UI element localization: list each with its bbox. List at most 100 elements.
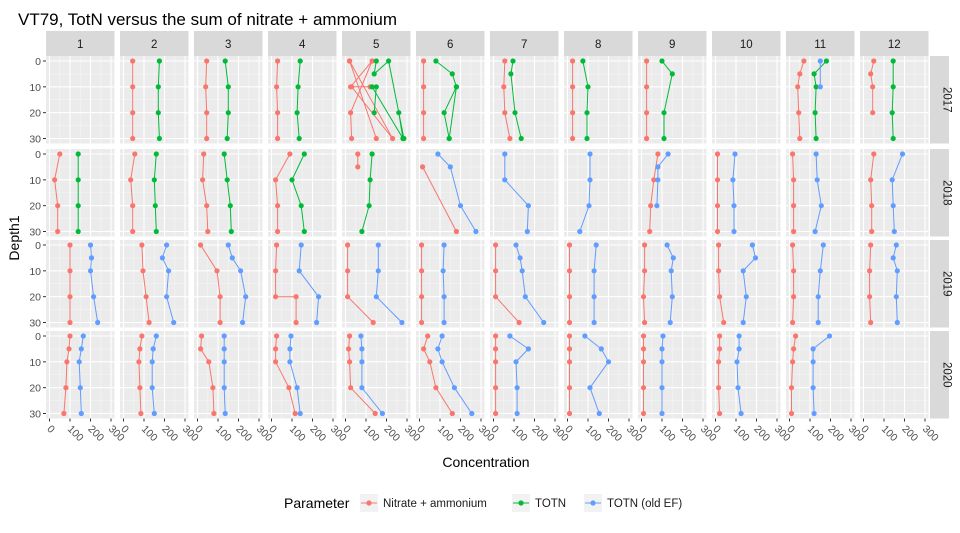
data-point — [78, 410, 84, 417]
data-point — [586, 203, 592, 209]
data-point — [390, 135, 396, 142]
x-tick-label: 100 — [879, 423, 900, 444]
y-tick-label: 10 — [29, 357, 41, 369]
column-strip-label: 11 — [814, 39, 826, 51]
data-point — [716, 242, 722, 248]
data-point — [510, 58, 516, 64]
data-point — [221, 346, 227, 352]
data-point — [791, 228, 797, 235]
column-strip — [564, 31, 633, 56]
data-point — [870, 110, 876, 116]
data-point — [525, 203, 532, 209]
data-point — [346, 346, 352, 352]
data-point — [275, 203, 281, 209]
data-point — [522, 294, 528, 300]
data-point — [273, 294, 279, 300]
data-point — [790, 151, 796, 157]
data-point — [204, 203, 210, 209]
panels-layer: 1 2 3 4 5 6 7 8 9 10 11 122017201820192020010203001… — [29, 31, 953, 444]
data-point — [640, 333, 647, 339]
data-point — [714, 228, 721, 235]
data-point — [519, 268, 525, 274]
data-point — [587, 385, 593, 391]
data-point — [140, 268, 146, 274]
data-point — [868, 242, 874, 248]
data-point — [355, 151, 361, 157]
y-tick-label: 30 — [29, 134, 41, 146]
data-point — [716, 385, 722, 391]
data-point — [502, 151, 508, 157]
y-tick-label: 10 — [29, 82, 41, 94]
data-point — [659, 346, 665, 352]
series-line — [582, 60, 589, 139]
data-point — [591, 294, 597, 300]
data-point — [493, 294, 499, 300]
y-tick-label: 10 — [29, 266, 41, 278]
data-point — [507, 135, 513, 142]
series-line — [510, 60, 522, 139]
data-point — [514, 410, 520, 417]
data-point — [435, 346, 441, 352]
data-point — [820, 242, 826, 248]
data-point — [717, 294, 723, 300]
data-point — [199, 333, 205, 339]
data-point — [493, 346, 499, 352]
data-point — [642, 242, 648, 248]
data-point — [502, 110, 508, 116]
data-point — [149, 385, 155, 391]
y-tick-label: 0 — [35, 149, 41, 161]
column-strip — [860, 31, 929, 56]
data-point — [659, 410, 665, 417]
data-point — [421, 84, 427, 90]
data-point — [717, 333, 723, 339]
data-point — [347, 359, 353, 365]
data-point — [91, 294, 97, 300]
data-point — [222, 58, 228, 64]
data-point — [717, 410, 723, 417]
data-point — [810, 385, 816, 391]
data-point — [345, 242, 351, 248]
data-point — [355, 164, 361, 170]
data-point — [287, 359, 293, 365]
data-point — [659, 58, 665, 64]
data-point — [890, 58, 896, 64]
data-point — [77, 385, 83, 391]
data-point — [130, 228, 136, 235]
data-point — [871, 151, 877, 157]
data-point — [869, 203, 875, 209]
data-point — [76, 359, 82, 365]
data-point — [659, 385, 665, 391]
data-point — [228, 228, 234, 235]
series-line — [504, 154, 529, 232]
y-tick-label: 30 — [29, 409, 41, 421]
data-point — [203, 84, 209, 90]
data-point — [420, 164, 426, 170]
data-point — [566, 319, 573, 326]
data-point — [813, 84, 819, 90]
x-tick-label: 200 — [159, 423, 180, 444]
data-point — [541, 319, 547, 326]
data-point — [67, 333, 73, 339]
data-point — [66, 346, 72, 352]
data-point — [296, 135, 302, 142]
data-point — [294, 110, 300, 116]
data-point — [644, 135, 650, 142]
data-point — [714, 177, 721, 183]
data-point — [433, 385, 439, 391]
data-point — [274, 242, 280, 248]
data-point — [275, 58, 281, 64]
data-point — [440, 268, 446, 274]
series-line — [422, 166, 457, 232]
data-point — [372, 410, 378, 417]
data-point — [513, 359, 519, 365]
data-point — [211, 410, 217, 417]
data-point — [894, 268, 900, 274]
data-point — [731, 203, 737, 209]
data-point — [580, 58, 586, 64]
data-point — [598, 346, 604, 352]
legend-entry-label: TOTN — [535, 498, 566, 510]
data-point — [889, 110, 895, 116]
data-point — [587, 177, 593, 183]
data-point — [348, 84, 354, 90]
series-line — [870, 60, 875, 113]
